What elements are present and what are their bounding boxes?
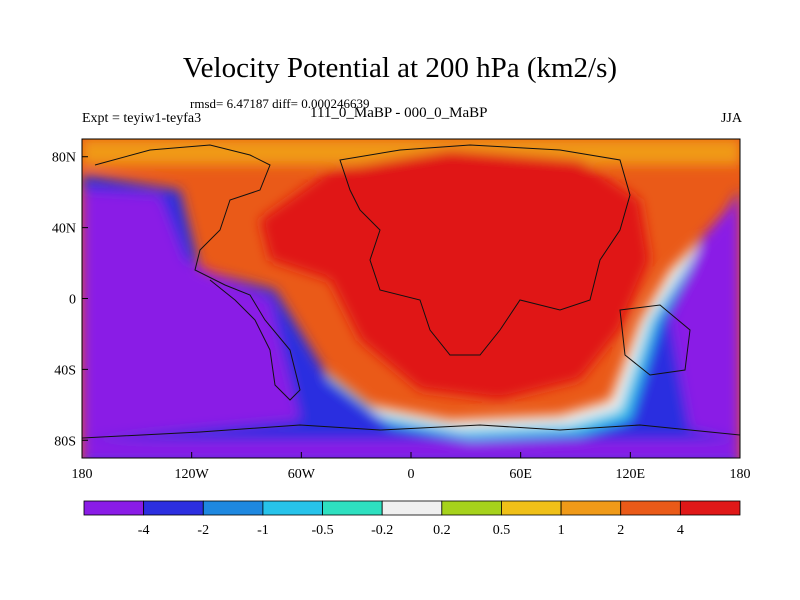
- antarctica-coast: [82, 424, 740, 439]
- colorbar-label: -4: [138, 523, 150, 538]
- lat-tick-label: 0: [69, 293, 76, 308]
- colorbar-swatch: [202, 500, 264, 516]
- eurasia-africa-coast: [339, 144, 631, 356]
- lat-tick-label: 80S: [54, 434, 76, 449]
- coastlines: [82, 144, 740, 439]
- colorbar-swatch: [501, 500, 562, 516]
- lon-tick-label: 180: [72, 467, 93, 482]
- velocity-potential-field: [82, 139, 740, 458]
- colorbar-label: 0.5: [493, 523, 511, 538]
- axis-ticks: 180 120W 60W 0 60E 120E 180 80N 40N 0 40S 80S: [52, 151, 751, 482]
- map-title: Velocity Potential at 200 hPa (km2/s): [182, 52, 618, 84]
- colorbar-label: -1: [257, 523, 269, 538]
- lat-tick-label: 40N: [52, 222, 76, 237]
- colorbar-swatch: [83, 500, 145, 516]
- colorbar-label: 1: [558, 523, 565, 538]
- colorbar-swatch: [620, 500, 681, 516]
- lon-tick-label: 120W: [175, 467, 210, 482]
- lon-tick-label: 60W: [288, 467, 316, 482]
- colorbar-swatch: [441, 500, 502, 516]
- lon-tick-label: 180: [730, 467, 751, 482]
- colorbar: -4 -2 -1 -0.5 -0.2 0.2 0.5 1 2 4: [83, 500, 741, 538]
- americas-coast: [94, 144, 301, 401]
- western-minimum: [82, 190, 300, 440]
- colorbar-swatch: [679, 500, 741, 516]
- comparison-label: 111_0_MaBP - 000_0_MaBP: [310, 105, 488, 121]
- lon-tick-label: 0: [408, 467, 415, 482]
- central-maximum: [260, 150, 650, 400]
- colorbar-label: 2: [617, 523, 624, 538]
- southern-strip: [82, 440, 740, 458]
- lon-tick-label: 120E: [616, 467, 646, 482]
- colorbar-swatch: [381, 500, 443, 516]
- colorbar-swatch: [560, 500, 622, 516]
- eastern-minimum: [670, 195, 740, 440]
- colorbar-label: -0.2: [371, 523, 393, 538]
- lat-tick-label: 80N: [52, 151, 76, 166]
- colorbar-swatch: [143, 500, 204, 516]
- northern-edge: [82, 139, 740, 165]
- colorbar-label: 4: [677, 523, 684, 538]
- lon-tick-label: 60E: [509, 467, 532, 482]
- season-label: JJA: [720, 111, 742, 126]
- colorbar-label: -0.5: [311, 523, 333, 538]
- experiment-label: Expt = teyiw1-teyfa3: [82, 111, 202, 126]
- colorbar-swatch: [322, 500, 383, 516]
- colorbar-swatch: [262, 500, 323, 516]
- lat-tick-label: 40S: [54, 363, 76, 378]
- australia-coast: [619, 304, 691, 376]
- rmsd-diff-stats: rmsd= 6.47187 diff= 0.000246639: [190, 96, 370, 111]
- colorbar-label: 0.2: [433, 523, 451, 538]
- colorbar-label: -2: [197, 523, 209, 538]
